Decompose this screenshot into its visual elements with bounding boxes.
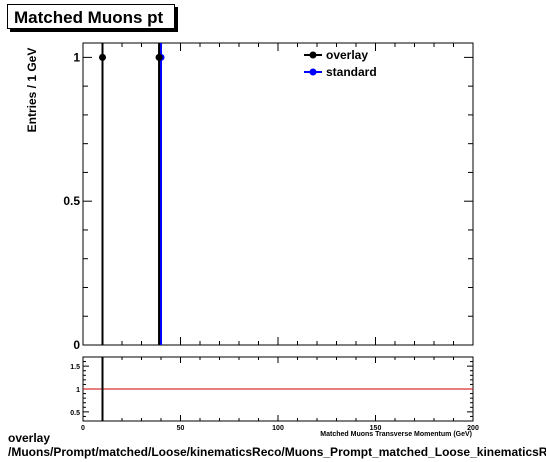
- main-plot-frame: [82, 42, 474, 346]
- x-tick-label: 100: [272, 425, 284, 432]
- x-tick-label: 150: [370, 425, 382, 432]
- footer: overlay /Muons/Prompt/matched/Loose/kine…: [8, 431, 546, 459]
- ratio-plot-marks: [83, 357, 473, 421]
- x-axis-label: Matched Muons Transverse Momentum (GeV): [320, 431, 472, 438]
- x-tick-label: 200: [467, 425, 479, 432]
- ratio-y-tick-label: 0.5: [70, 410, 80, 417]
- ratio-y-tick-label: 1: [76, 387, 80, 394]
- data-point: [155, 53, 163, 61]
- legend-label: standard: [326, 65, 377, 79]
- main-frame-rect: [82, 42, 474, 346]
- x-tick-label: 50: [177, 425, 185, 432]
- footer-line-2: /Muons/Prompt/matched/Loose/kinematicsRe…: [8, 445, 546, 459]
- footer-line-1: overlay: [8, 431, 51, 445]
- y-tick-label: 0.5: [63, 194, 80, 208]
- x-tick-label: 0: [81, 425, 85, 432]
- legend-label: overlay: [326, 48, 368, 62]
- data-point: [99, 53, 106, 61]
- y-axis-label: Entries / 1 GeV: [25, 48, 39, 133]
- legend-marker: [309, 51, 317, 59]
- y-tick-label: 0: [73, 338, 80, 352]
- legend-marker: [309, 68, 317, 76]
- main-plot-marks: [99, 43, 165, 345]
- ratio-y-tick-label: 1.5: [70, 364, 80, 371]
- main-plot-axes: 00.51: [63, 43, 474, 352]
- chart-title: Matched Muons pt: [7, 4, 175, 29]
- legend: overlay standard: [304, 48, 377, 79]
- y-tick-label: 1: [73, 50, 80, 64]
